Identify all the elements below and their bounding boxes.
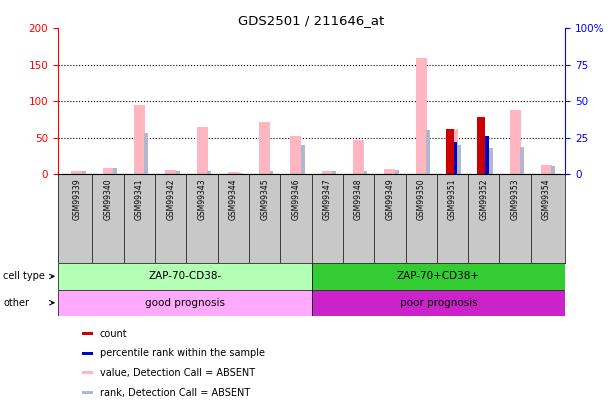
Bar	[82, 391, 93, 394]
Bar	[353, 140, 364, 174]
Bar	[259, 122, 270, 174]
Bar	[238, 173, 242, 174]
Bar	[312, 263, 565, 290]
Text: GSM99344: GSM99344	[229, 179, 238, 220]
Bar	[446, 129, 454, 174]
Bar	[384, 169, 395, 174]
Bar	[82, 352, 93, 355]
Bar	[113, 168, 117, 174]
Text: GSM99343: GSM99343	[197, 179, 207, 220]
Text: GSM99345: GSM99345	[260, 179, 269, 220]
Bar	[144, 132, 148, 174]
Text: poor prognosis: poor prognosis	[400, 298, 477, 308]
Bar	[197, 128, 208, 174]
Text: GSM99347: GSM99347	[323, 179, 332, 220]
Bar	[207, 171, 211, 174]
Text: other: other	[3, 298, 29, 308]
Bar	[103, 168, 114, 174]
Bar	[228, 172, 239, 174]
Bar	[134, 105, 145, 174]
Bar	[58, 263, 312, 290]
Bar	[477, 117, 485, 174]
Bar	[415, 58, 426, 174]
Text: GSM99348: GSM99348	[354, 179, 363, 220]
Bar	[71, 171, 82, 174]
Text: GSM99350: GSM99350	[417, 179, 426, 220]
Text: rank, Detection Call = ABSENT: rank, Detection Call = ABSENT	[100, 388, 250, 398]
Bar	[82, 332, 93, 335]
Bar	[176, 171, 180, 174]
Bar	[541, 165, 552, 174]
Text: GSM99352: GSM99352	[479, 179, 488, 220]
Bar	[551, 166, 555, 174]
Text: GSM99340: GSM99340	[104, 179, 112, 220]
Bar	[301, 145, 305, 174]
Text: good prognosis: good prognosis	[145, 298, 225, 308]
Bar	[454, 142, 458, 174]
Text: GSM99339: GSM99339	[72, 179, 81, 220]
Bar	[510, 110, 521, 174]
Bar	[458, 145, 461, 174]
Text: ZAP-70-CD38-: ZAP-70-CD38-	[148, 271, 221, 281]
Bar	[58, 290, 312, 316]
Text: GSM99346: GSM99346	[291, 179, 301, 220]
Bar	[82, 171, 86, 174]
Bar	[426, 130, 430, 174]
Bar	[489, 148, 492, 174]
Text: GSM99354: GSM99354	[542, 179, 551, 220]
Title: GDS2501 / 211646_at: GDS2501 / 211646_at	[238, 14, 385, 27]
Text: GSM99349: GSM99349	[386, 179, 394, 220]
Bar	[165, 170, 176, 174]
Text: value, Detection Call = ABSENT: value, Detection Call = ABSENT	[100, 368, 255, 378]
Text: percentile rank within the sample: percentile rank within the sample	[100, 348, 265, 358]
Bar	[395, 170, 398, 174]
Text: ZAP-70+CD38+: ZAP-70+CD38+	[397, 271, 480, 281]
Text: GSM99353: GSM99353	[511, 179, 519, 220]
Bar	[364, 171, 367, 174]
Bar	[447, 129, 458, 174]
Bar	[269, 171, 273, 174]
Bar	[332, 171, 336, 174]
Bar	[322, 171, 333, 174]
Bar	[312, 290, 565, 316]
Bar	[520, 147, 524, 174]
Text: GSM99341: GSM99341	[135, 179, 144, 220]
Text: GSM99342: GSM99342	[166, 179, 175, 220]
Text: GSM99351: GSM99351	[448, 179, 457, 220]
Bar	[485, 136, 489, 174]
Bar	[82, 371, 93, 375]
Text: count: count	[100, 329, 127, 339]
Bar	[290, 136, 301, 174]
Text: cell type: cell type	[3, 271, 45, 281]
